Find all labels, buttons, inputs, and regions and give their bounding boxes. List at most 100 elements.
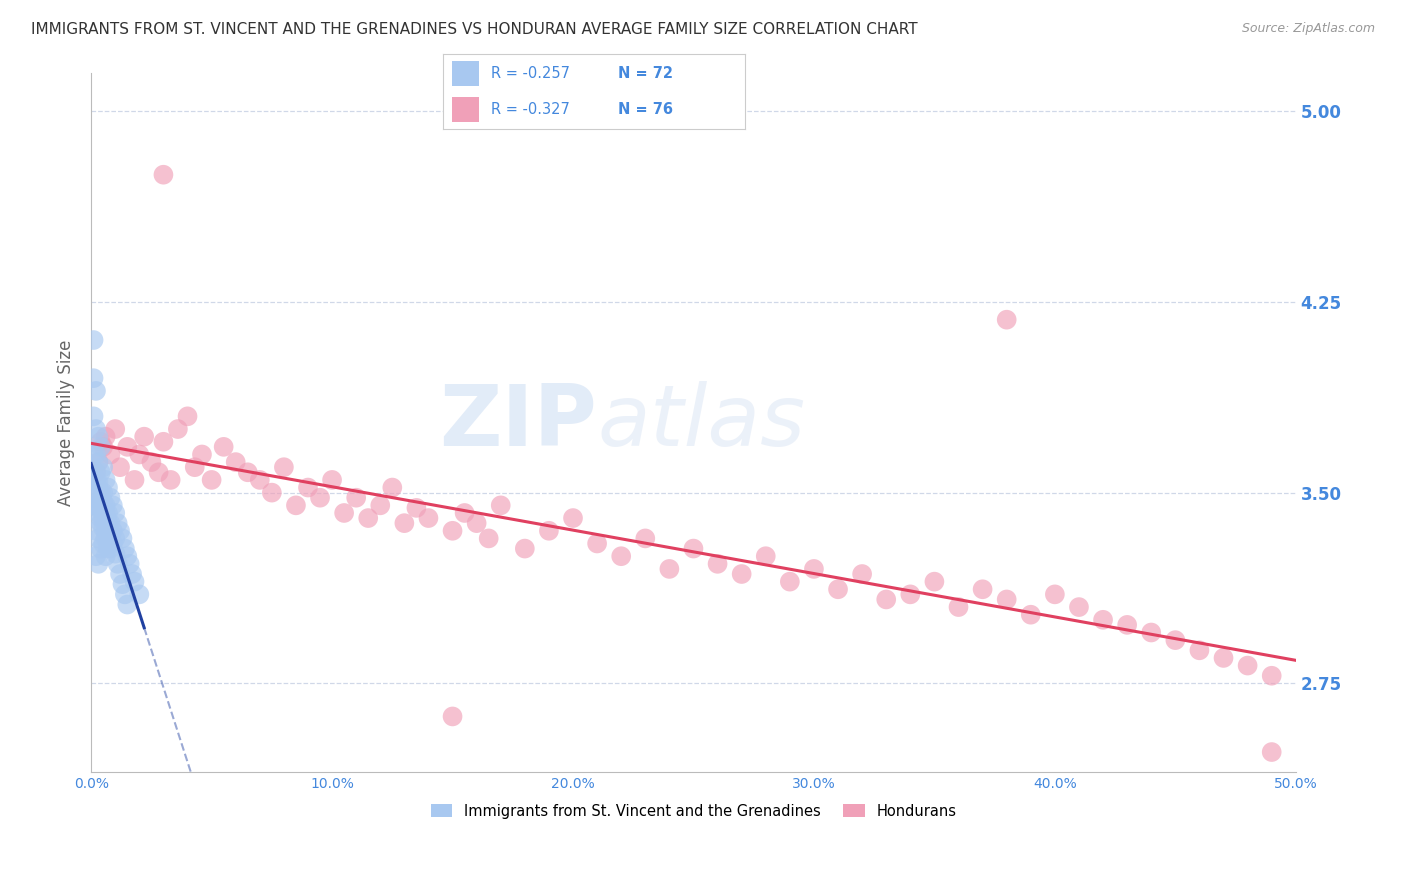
- Point: [91, 485, 114, 500]
- Point: [90, 465, 112, 479]
- Y-axis label: Average Family Size: Average Family Size: [58, 340, 75, 506]
- Point: [107, 557, 129, 571]
- Point: [104, 506, 127, 520]
- Point: [875, 592, 897, 607]
- Point: [1212, 651, 1234, 665]
- Point: [344, 491, 367, 505]
- Point: [83, 473, 105, 487]
- Point: [418, 511, 440, 525]
- Point: [94, 430, 117, 444]
- Point: [634, 532, 657, 546]
- Point: [1260, 745, 1282, 759]
- Point: [159, 473, 181, 487]
- Point: [84, 499, 107, 513]
- Point: [827, 582, 849, 597]
- Point: [83, 333, 105, 347]
- Point: [1116, 618, 1139, 632]
- Point: [100, 516, 122, 530]
- Point: [87, 481, 110, 495]
- Point: [201, 473, 224, 487]
- Point: [87, 475, 110, 490]
- Point: [94, 506, 117, 520]
- Point: [513, 541, 536, 556]
- Point: [562, 511, 585, 525]
- Point: [779, 574, 801, 589]
- Point: [1067, 600, 1090, 615]
- Point: [111, 532, 134, 546]
- Point: [114, 541, 136, 556]
- Point: [84, 473, 107, 487]
- Point: [803, 562, 825, 576]
- Point: [995, 592, 1018, 607]
- Point: [90, 516, 112, 530]
- Point: [148, 465, 170, 479]
- Point: [141, 455, 163, 469]
- Point: [441, 524, 464, 538]
- Point: [87, 500, 110, 515]
- Point: [309, 491, 332, 505]
- Point: [1140, 625, 1163, 640]
- Point: [321, 473, 343, 487]
- Point: [90, 541, 112, 556]
- Point: [87, 557, 110, 571]
- Point: [755, 549, 778, 564]
- Point: [84, 384, 107, 398]
- Point: [90, 485, 112, 500]
- Point: [124, 473, 146, 487]
- Text: N = 72: N = 72: [619, 66, 673, 81]
- Text: Source: ZipAtlas.com: Source: ZipAtlas.com: [1241, 22, 1375, 36]
- Point: [84, 524, 107, 538]
- Point: [1092, 613, 1115, 627]
- Point: [83, 473, 105, 487]
- Point: [91, 521, 114, 535]
- Point: [100, 526, 122, 541]
- Point: [83, 371, 105, 385]
- Point: [333, 506, 356, 520]
- Point: [236, 465, 259, 479]
- Point: [97, 532, 120, 546]
- Point: [87, 506, 110, 520]
- Point: [108, 460, 131, 475]
- Point: [152, 168, 174, 182]
- Point: [94, 524, 117, 538]
- Point: [84, 465, 107, 479]
- Point: [101, 524, 124, 538]
- Point: [851, 567, 873, 582]
- Point: [117, 440, 139, 454]
- Text: ZIP: ZIP: [439, 381, 598, 464]
- Point: [284, 499, 307, 513]
- Point: [441, 709, 464, 723]
- Point: [90, 440, 112, 454]
- Point: [1164, 633, 1187, 648]
- Point: [128, 448, 150, 462]
- Point: [381, 481, 404, 495]
- Point: [84, 448, 107, 462]
- Point: [104, 532, 127, 546]
- Point: [128, 587, 150, 601]
- Point: [405, 500, 427, 515]
- Point: [260, 485, 283, 500]
- Point: [114, 587, 136, 601]
- Point: [91, 496, 114, 510]
- Point: [118, 557, 141, 571]
- Point: [225, 455, 247, 469]
- Point: [453, 506, 475, 520]
- Point: [104, 547, 127, 561]
- Point: [91, 536, 114, 550]
- Point: [100, 448, 122, 462]
- Point: [924, 574, 946, 589]
- Point: [898, 587, 921, 601]
- Point: [478, 532, 501, 546]
- Point: [97, 541, 120, 556]
- Point: [117, 549, 139, 564]
- Point: [995, 312, 1018, 326]
- Point: [465, 516, 488, 530]
- Point: [730, 567, 752, 582]
- Point: [100, 491, 122, 505]
- Point: [297, 481, 319, 495]
- Point: [117, 598, 139, 612]
- Point: [83, 409, 105, 424]
- Point: [1260, 669, 1282, 683]
- FancyBboxPatch shape: [451, 96, 479, 122]
- Point: [191, 448, 214, 462]
